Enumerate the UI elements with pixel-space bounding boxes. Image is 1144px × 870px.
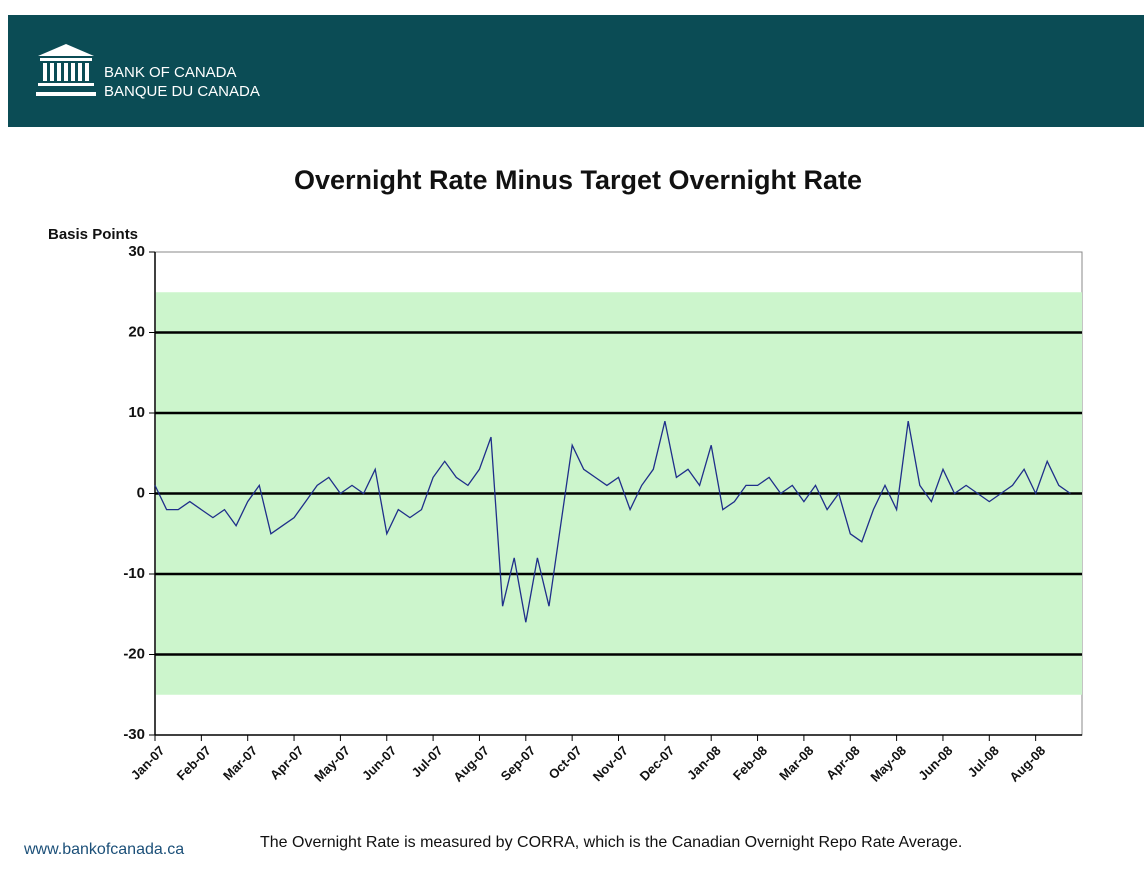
x-tick-label: Sep-07 [498, 743, 539, 784]
x-tick-label: Jul-07 [408, 743, 445, 780]
bank-name-fr: BANQUE DU CANADA [104, 83, 260, 100]
y-tick-label: -20 [123, 645, 145, 662]
x-tick-label: Jun-07 [359, 743, 399, 783]
footer-note: The Overnight Rate is measured by CORRA,… [260, 834, 962, 851]
y-tick-label: 30 [128, 243, 145, 260]
y-tick-label: 20 [128, 323, 145, 340]
x-tick-label: Jul-08 [965, 743, 1002, 780]
bank-name-en: BANK OF CANADA [104, 64, 237, 81]
header-band [8, 15, 1144, 127]
y-tick-label: 0 [137, 484, 145, 501]
x-tick-label: Jun-08 [915, 743, 955, 783]
x-tick-label: Apr-08 [823, 743, 863, 783]
x-tick-label: Feb-07 [174, 743, 214, 783]
y-axis-label: Basis Points [48, 226, 138, 243]
x-tick-label: Jan-08 [684, 743, 724, 783]
x-tick-label: May-07 [311, 743, 353, 785]
x-tick-label: Apr-07 [267, 743, 307, 783]
x-tick-label: Feb-08 [730, 743, 770, 783]
x-tick-label: Dec-07 [637, 743, 678, 784]
x-tick-label: Mar-08 [776, 743, 816, 783]
y-tick-label: -30 [123, 726, 145, 743]
y-tick-label: 10 [128, 404, 145, 421]
x-tick-label: Jan-07 [128, 743, 168, 783]
x-tick-label: May-08 [867, 743, 909, 785]
x-tick-label: Mar-07 [220, 743, 260, 783]
footer-url: www.bankofcanada.ca [23, 841, 184, 858]
chart-title: Overnight Rate Minus Target Overnight Ra… [294, 165, 862, 195]
x-tick-label: Aug-07 [450, 743, 492, 785]
x-tick-label: Aug-08 [1006, 743, 1048, 785]
y-tick-label: -10 [123, 565, 145, 582]
x-tick-label: Oct-07 [545, 743, 584, 782]
logo-icon [36, 44, 96, 96]
x-tick-label: Nov-07 [590, 743, 631, 784]
data-line [154, 420, 1071, 623]
